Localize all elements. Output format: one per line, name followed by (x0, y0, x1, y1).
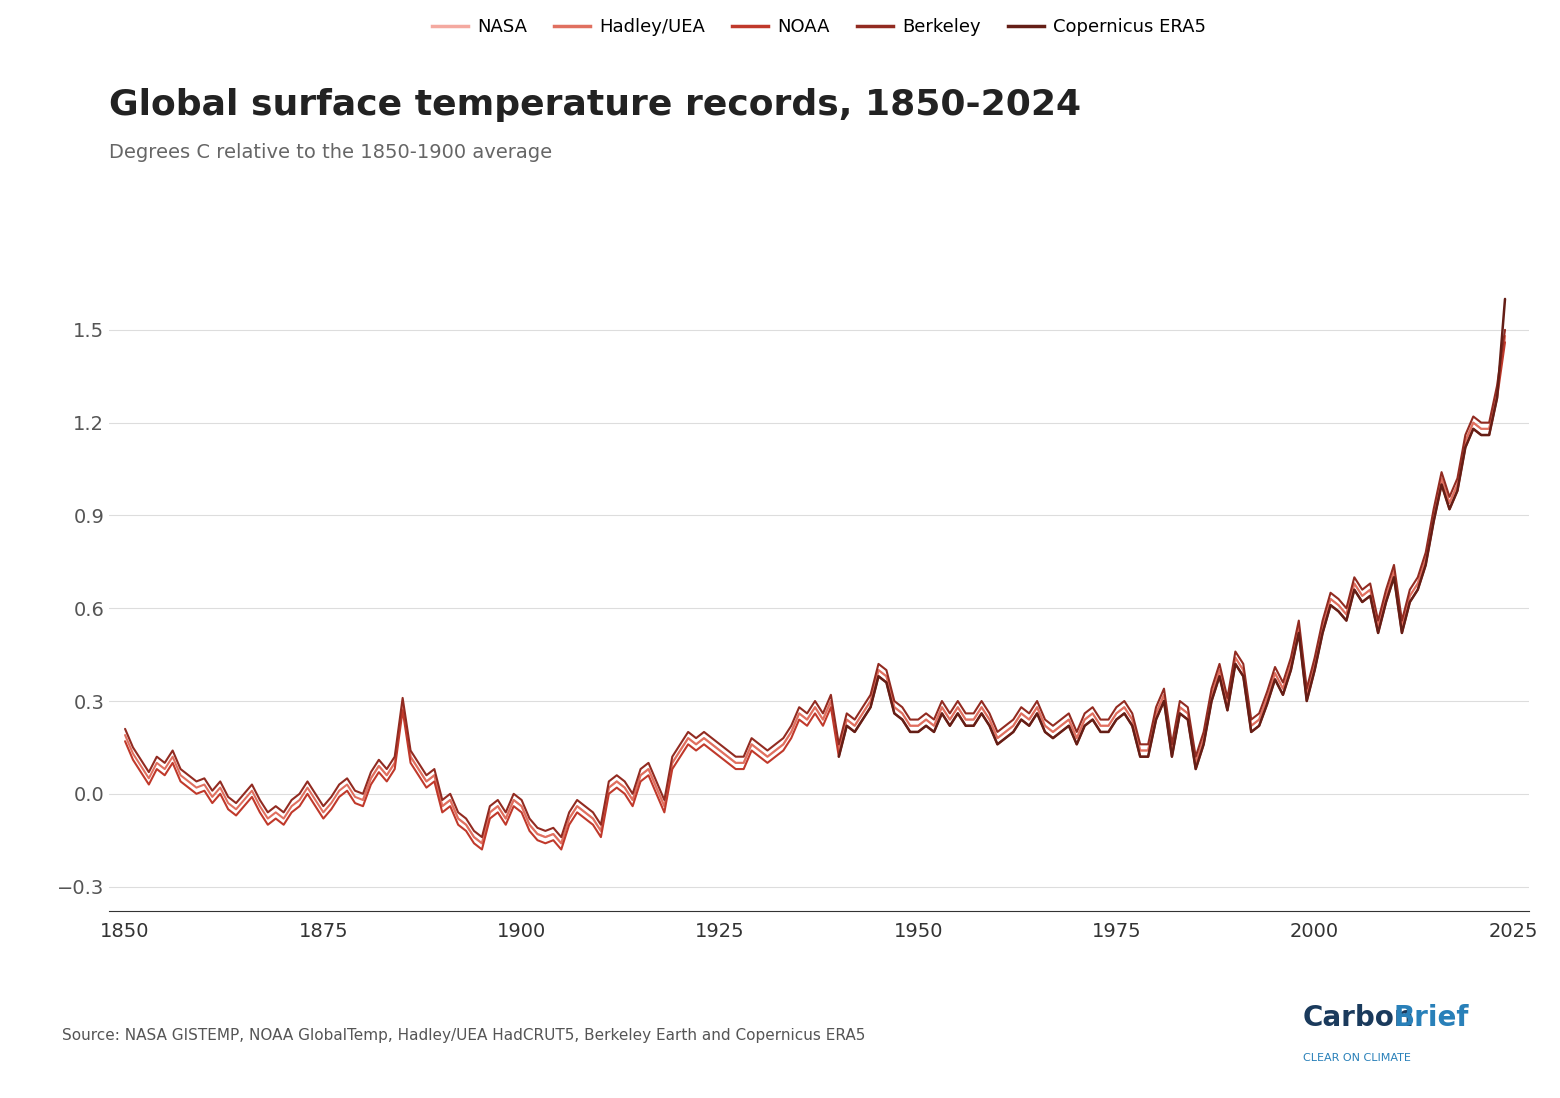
Text: Brief: Brief (1393, 1004, 1468, 1032)
Text: Carbon: Carbon (1303, 1004, 1415, 1032)
Legend: NASA, Hadley/UEA, NOAA, Berkeley, Copernicus ERA5: NASA, Hadley/UEA, NOAA, Berkeley, Copern… (424, 11, 1214, 44)
Text: Global surface temperature records, 1850-2024: Global surface temperature records, 1850… (109, 88, 1081, 122)
Text: CLEAR ON CLIMATE: CLEAR ON CLIMATE (1303, 1053, 1410, 1063)
Text: Degrees C relative to the 1850-1900 average: Degrees C relative to the 1850-1900 aver… (109, 143, 552, 161)
Text: Source: NASA GISTEMP, NOAA GlobalTemp, Hadley/UEA HadCRUT5, Berkeley Earth and C: Source: NASA GISTEMP, NOAA GlobalTemp, H… (62, 1028, 866, 1043)
